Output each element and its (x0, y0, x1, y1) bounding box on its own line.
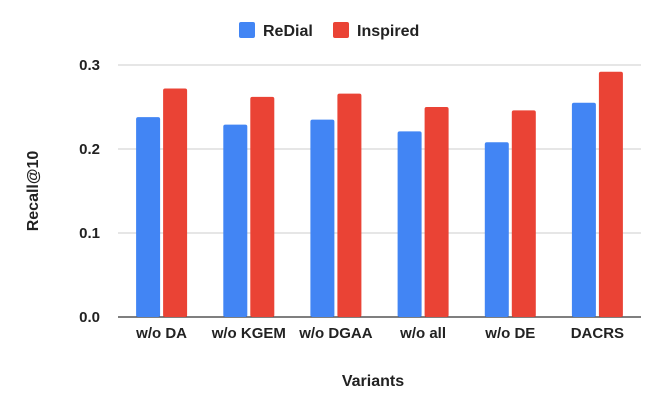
y-axis-title: Recall@10 (25, 151, 42, 232)
y-tick-label: 0.1 (79, 225, 100, 242)
y-tick-label: 0.2 (79, 141, 100, 158)
legend-swatch-redial (239, 22, 255, 38)
x-tick-label: w/o KGEM (211, 325, 286, 342)
y-tick-labels: 0.0 0.1 0.2 0.3 (79, 57, 100, 326)
x-tick-label: w/o all (399, 325, 446, 342)
y-tick-label: 0.0 (79, 309, 100, 326)
x-tick-label: DACRS (571, 325, 624, 342)
legend: ReDial Inspired (239, 22, 419, 40)
bar-redial-w-o-de (484, 142, 509, 317)
bar-inspired-dacrs (598, 71, 623, 317)
bar-redial-w-o-kgem (223, 124, 248, 317)
x-axis-title: Variants (342, 373, 404, 390)
bar-inspired-w-o-all (424, 107, 449, 317)
bar-inspired-w-o-de (511, 110, 536, 318)
bar-redial-w-o-dgaa (310, 119, 335, 317)
x-tick-labels: w/o DA w/o KGEM w/o DGAA w/o all w/o DE DACRS (135, 325, 624, 342)
bars (136, 71, 623, 318)
bar-redial-w-o-da (136, 117, 161, 317)
gridlines (118, 64, 641, 318)
bar-inspired-w-o-kgem (250, 96, 275, 318)
x-tick-label: w/o DA (135, 325, 187, 342)
legend-label-redial: ReDial (263, 23, 313, 40)
bar-redial-w-o-all (397, 131, 422, 317)
legend-swatch-inspired (333, 22, 349, 38)
bar-redial-dacrs (571, 102, 596, 317)
bar-inspired-w-o-dgaa (337, 93, 362, 317)
bar-inspired-w-o-da (163, 88, 188, 317)
legend-label-inspired: Inspired (357, 23, 419, 40)
x-tick-label: w/o DGAA (298, 325, 372, 342)
x-tick-label: w/o DE (484, 325, 535, 342)
y-tick-label: 0.3 (79, 57, 100, 74)
